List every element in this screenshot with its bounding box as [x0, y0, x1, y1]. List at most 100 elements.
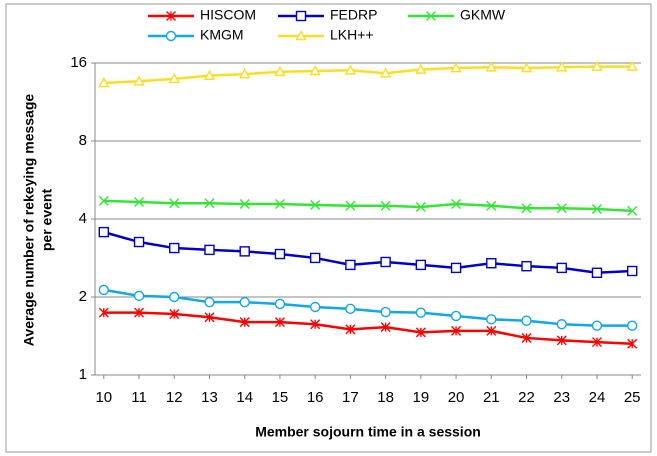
marker	[379, 67, 392, 78]
marker	[486, 314, 497, 325]
marker	[345, 303, 356, 315]
y-tick-label: 4	[79, 210, 87, 227]
x-tick-label: 10	[95, 389, 112, 406]
x-tick-label: 11	[131, 389, 147, 406]
marker	[450, 262, 462, 274]
marker	[451, 325, 462, 336]
marker	[415, 327, 426, 338]
marker	[309, 252, 321, 264]
x-tick-label: 16	[307, 389, 324, 406]
marker	[485, 61, 497, 72]
legend: HISCOM FEDRP GKMW KMGM LKH++	[148, 7, 506, 43]
marker	[204, 312, 215, 323]
marker	[626, 265, 638, 277]
marker	[133, 236, 145, 248]
legend-label: LKH++	[330, 27, 374, 43]
x-tick-label: 20	[448, 389, 465, 406]
marker	[345, 324, 356, 335]
marker	[295, 10, 307, 22]
marker	[98, 77, 110, 88]
marker	[274, 199, 285, 210]
marker	[169, 291, 180, 303]
marker	[627, 205, 638, 216]
x-tick-label: 15	[272, 389, 289, 406]
marker	[239, 68, 251, 79]
marker	[169, 242, 180, 254]
marker	[239, 317, 250, 328]
marker	[556, 319, 567, 330]
marker	[133, 75, 145, 86]
marker	[98, 307, 109, 318]
marker	[626, 320, 638, 331]
marker	[426, 11, 436, 21]
marker	[591, 337, 602, 348]
marker	[165, 30, 177, 42]
x-tick-label: 23	[553, 389, 570, 406]
x-tick-label: 17	[342, 389, 359, 406]
series-line	[103, 288, 633, 327]
marker	[521, 260, 532, 272]
marker	[380, 256, 391, 268]
marker	[239, 199, 250, 210]
y-tick-label: 1	[79, 366, 87, 383]
marker	[169, 198, 180, 209]
frame	[5, 3, 652, 453]
marker	[486, 258, 497, 269]
marker	[415, 202, 426, 212]
marker	[486, 325, 497, 336]
marker	[98, 226, 110, 238]
marker	[168, 72, 180, 84]
marker	[203, 69, 216, 80]
y-tick-label: 8	[79, 132, 87, 149]
marker	[204, 198, 215, 209]
marker	[344, 64, 357, 75]
marker	[591, 320, 603, 331]
legend-label: HISCOM	[200, 7, 256, 23]
marker	[380, 200, 391, 211]
marker	[274, 248, 286, 260]
marker	[415, 259, 427, 271]
marker	[380, 306, 391, 318]
marker	[415, 63, 427, 74]
x-tick-label: 19	[412, 389, 429, 406]
marker	[239, 296, 250, 308]
marker	[591, 267, 603, 278]
x-tick-label: 22	[518, 389, 535, 406]
marker	[345, 200, 356, 211]
marker	[134, 197, 145, 208]
series-line	[103, 230, 633, 275]
marker	[591, 60, 603, 71]
marker	[450, 62, 462, 73]
marker	[204, 244, 215, 256]
marker	[169, 308, 180, 319]
marker	[133, 290, 145, 302]
marker	[345, 259, 356, 271]
x-tick-label: 13	[201, 389, 218, 406]
series-line	[103, 311, 633, 346]
legend-label: FEDRP	[330, 7, 377, 23]
marker	[521, 332, 532, 343]
marker	[166, 11, 176, 21]
marker	[556, 61, 568, 72]
x-tick-label: 12	[166, 389, 183, 406]
y-tick-label: 16	[70, 54, 87, 71]
marker	[520, 62, 533, 73]
marker	[310, 200, 321, 210]
y-axis-title: Average number of rekeying message	[21, 94, 37, 347]
marker	[380, 322, 391, 333]
marker	[627, 338, 638, 349]
legend-label: GKMW	[460, 7, 506, 23]
y-tick-label: 2	[79, 288, 87, 305]
marker	[98, 284, 110, 296]
marker	[556, 262, 567, 274]
marker	[486, 200, 497, 211]
marker	[274, 317, 285, 328]
marker	[626, 60, 638, 71]
marker	[204, 296, 215, 308]
x-tick-label: 18	[377, 389, 394, 406]
marker	[134, 307, 145, 318]
x-axis-title: Member sojourn time in a session	[255, 424, 481, 440]
x-tick-label: 24	[589, 389, 606, 406]
marker	[274, 65, 286, 77]
